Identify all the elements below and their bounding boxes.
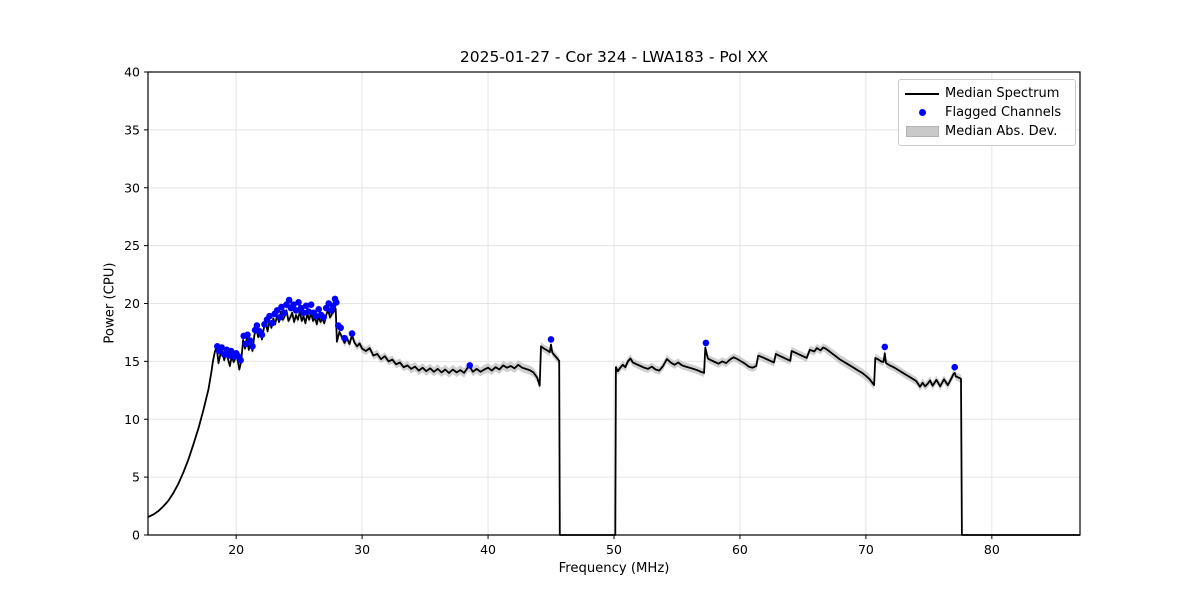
y-tick-label: 25 (124, 238, 140, 253)
y-tick-label: 30 (124, 180, 140, 195)
flagged-channel-marker (295, 299, 302, 306)
flagged-channel-marker (702, 339, 710, 347)
flagged-channel-marker (276, 314, 283, 321)
flagged-channel-marker (305, 308, 312, 315)
flagged-channel-marker (227, 347, 235, 355)
y-tick-label: 35 (124, 122, 140, 137)
median-abs-dev-band-swatch (899, 126, 945, 137)
flagged-channel-marker (307, 301, 315, 309)
flagged-channel-marker (266, 312, 273, 320)
flagged-channel-marker (348, 330, 356, 337)
flagged-channel-marker (951, 363, 958, 371)
y-tick-label: 15 (124, 354, 140, 369)
y-tick-label: 40 (124, 65, 140, 80)
median-abs-dev-band (615, 343, 961, 391)
legend-entry-flagged-channels: Flagged Channels (899, 103, 1075, 122)
x-tick-label: 40 (480, 542, 496, 557)
x-tick-label: 80 (984, 542, 1000, 557)
x-tick-label: 30 (354, 542, 370, 557)
legend: Median Spectrum Flagged Channels Median … (898, 79, 1076, 146)
flagged-channel-marker (237, 356, 244, 364)
x-tick-label: 50 (606, 542, 622, 557)
flagged-channel-marker (292, 307, 300, 314)
flagged-channel-marker (246, 337, 254, 344)
flagged-channel-marker (253, 322, 261, 329)
flagged-channel-marker (320, 314, 328, 321)
y-tick-label: 5 (132, 470, 140, 485)
y-tick-label: 10 (124, 412, 140, 427)
legend-entry-median-spectrum: Median Spectrum (899, 84, 1075, 103)
flagged-channel-marker (290, 301, 297, 309)
y-axis-label: Power (CPU) (102, 262, 118, 344)
flagged-channel-marker (333, 299, 340, 306)
y-tick-label: 20 (124, 296, 140, 311)
legend-label: Median Spectrum (945, 86, 1060, 101)
flagged-channel-marker (466, 362, 474, 369)
flagged-channel-marker (242, 340, 249, 348)
flagged-channel-marker (302, 302, 310, 310)
x-tick-label: 20 (228, 542, 244, 557)
flagged-channel-marker (258, 331, 266, 339)
flagged-channel-marker (300, 309, 307, 317)
flagged-channel-marker (341, 334, 348, 342)
x-axis-label: Frequency (MHz) (558, 561, 670, 576)
flagged-channel-marker (278, 303, 285, 311)
median-spectrum-line (147, 307, 1080, 536)
legend-label: Median Abs. Dev. (945, 124, 1058, 139)
flagged-channel-marker (337, 324, 345, 332)
median-abs-dev-band (173, 305, 560, 495)
flagged-channel-marker (547, 336, 555, 343)
x-tick-label: 70 (858, 542, 874, 557)
flagged-channel-marker (268, 319, 276, 327)
legend-label: Flagged Channels (945, 105, 1062, 120)
median-spectrum-line-swatch (899, 92, 945, 95)
flagged-channel-marker (881, 343, 889, 351)
flagged-channel-marker (218, 344, 225, 351)
flagged-channels-dot-swatch (899, 109, 945, 116)
x-tick-label: 60 (732, 542, 748, 557)
legend-entry-median-abs-dev: Median Abs. Dev. (899, 122, 1075, 141)
y-tick-label: 0 (132, 528, 140, 543)
chart-title: 2025-01-27 - Cor 324 - LWA183 - Pol XX (459, 48, 769, 66)
flagged-channel-marker (285, 296, 293, 304)
flagged-channel-marker (312, 312, 320, 320)
flagged-channel-marker (249, 343, 256, 350)
flagged-channel-marker (280, 309, 288, 317)
flagged-channel-marker (315, 306, 323, 313)
flagged-channel-marker (244, 331, 251, 339)
